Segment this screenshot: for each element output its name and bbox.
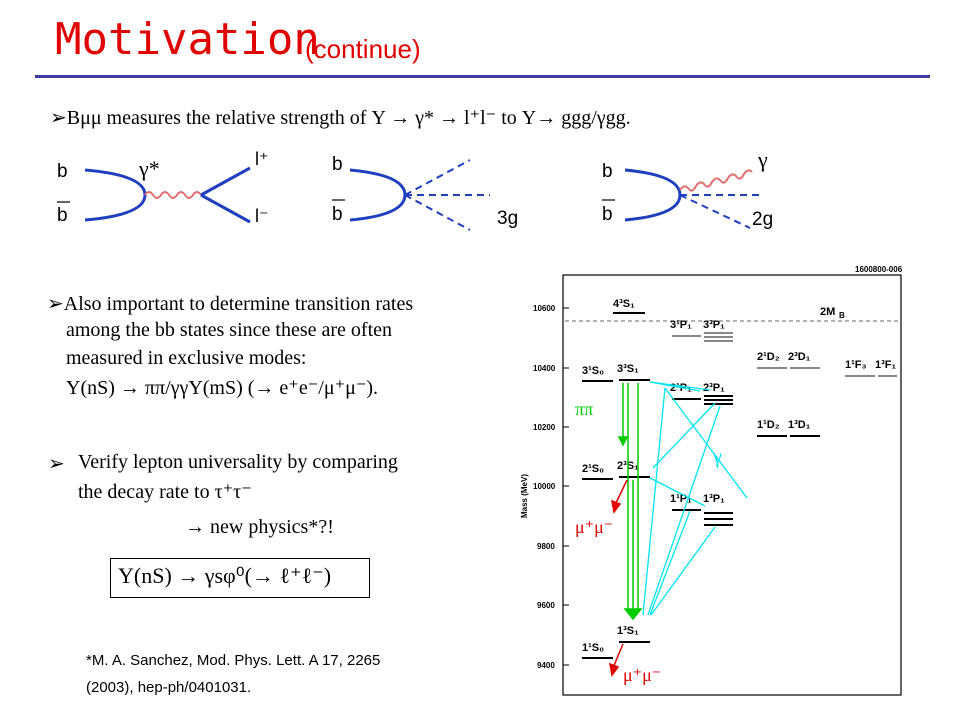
quark-line	[84, 168, 147, 222]
state-label: 3³P₁	[703, 319, 725, 331]
diagram-frame	[562, 274, 902, 696]
pipi-arrowhead	[623, 608, 643, 621]
bullet-transition-rates-line: measured in exclusive modes:	[66, 347, 307, 369]
state-label: 1¹S₀	[582, 642, 604, 654]
state-label: 2¹D₂	[757, 351, 780, 363]
energy-levels	[582, 312, 897, 659]
y-tick-label: 10200	[533, 423, 556, 432]
threshold-label: 2M	[820, 306, 835, 318]
gamma-transitions	[642, 381, 748, 616]
feynman-diagrams: b b γ* l⁺ l⁻ b b 3g b b γ 2g	[57, 147, 773, 231]
feynman-diagram-lepton: b b γ* l⁺ l⁻	[57, 149, 269, 226]
mumu-decays	[609, 479, 628, 677]
state-label: 1³S₁	[617, 625, 639, 637]
bullet-bmumu: ➢Bμμ measures the relative strength of Υ…	[50, 107, 631, 129]
state-label: 3¹P₁	[670, 319, 692, 331]
pipi-label: ππ	[575, 399, 593, 419]
gamma-arrow	[647, 405, 721, 616]
bullet-lepton-universality-line: the decay rate to τ⁺τ⁻	[78, 481, 252, 503]
new-physics-note: → new physics*?!	[185, 516, 334, 538]
state-label: 2¹S₀	[582, 463, 604, 475]
y-tick-label: 9800	[537, 542, 555, 551]
photon-line	[144, 191, 202, 199]
feynman-diagram-2g: b b γ 2g	[602, 147, 773, 230]
gamma-arrow	[642, 387, 666, 616]
quark-line	[624, 168, 682, 222]
gluon-line	[404, 194, 471, 231]
state-label: 1¹F₃	[845, 359, 867, 371]
gluon-line	[679, 194, 751, 229]
photon-label: γ	[757, 147, 768, 172]
virtual-photon-label: γ*	[138, 156, 160, 181]
state-label: 1³P₁	[703, 493, 725, 505]
mumu-arrow	[614, 479, 628, 506]
equation: Υ(nS) → γsφ⁰(→ ℓ⁺ℓ⁻)	[118, 563, 332, 588]
equation-box	[110, 558, 370, 598]
y-tick-label: 10000	[533, 482, 556, 491]
mumu-label: μ⁺μ⁻	[575, 517, 613, 537]
title-divider	[35, 75, 930, 78]
two-gluon-label: 2g	[752, 209, 773, 230]
diagram-code: 1600800-006	[855, 265, 903, 274]
quark-line	[349, 168, 407, 222]
state-label: 1¹D₂	[757, 419, 780, 431]
bullet-transition-modes: Υ(nS) → ππ/γγΥ(mS) (→ e⁺e⁻/μ⁺μ⁻).	[66, 377, 379, 399]
y-tick-label: 9400	[537, 661, 555, 670]
bullet-marker: ➢	[48, 453, 65, 475]
gamma-arrow	[649, 477, 706, 507]
quark-label-b: b	[332, 154, 343, 175]
page-title: Motivation	[55, 14, 320, 65]
lepton-minus-label: l⁻	[255, 206, 269, 226]
lepton-plus-label: l⁺	[255, 149, 269, 169]
y-tick-label: 10600	[533, 304, 556, 313]
antiquark-label-b: b	[57, 205, 68, 226]
bullet-transition-rates: ➢Also important to determine transition …	[47, 293, 414, 315]
antiquark-label-b: b	[332, 204, 343, 225]
state-label: 1³D₁	[788, 419, 811, 431]
gamma-arrow	[664, 387, 748, 499]
gluon-line	[404, 159, 471, 196]
state-label: 3¹S₀	[582, 365, 604, 377]
antiquark-label-b: b	[602, 204, 613, 225]
mumu-arrowhead	[609, 662, 620, 677]
gamma-arrow	[650, 526, 716, 616]
gamma-label: γ	[712, 446, 722, 468]
bullet-lepton-universality: Verify lepton universality by comparing	[78, 451, 398, 473]
state-label: 1³F₁	[875, 359, 897, 371]
quark-label-b: b	[57, 161, 68, 182]
photon-line	[679, 169, 753, 192]
mumu-arrowhead	[611, 499, 622, 514]
pipi-arrowhead	[617, 436, 629, 447]
state-label: 2³P₁	[703, 382, 725, 394]
mumu-arrow	[612, 643, 624, 669]
y-axis: 10600 10400 10200 10000 9800 9600 9400 M…	[520, 304, 569, 670]
gamma-arrow	[649, 510, 691, 616]
state-label: 3³S₁	[617, 363, 639, 375]
threshold-subscript: B	[839, 311, 845, 320]
y-tick-label: 9600	[537, 601, 555, 610]
bottomonium-level-diagram: 1600800-006 10600 10400 10200 10000 9800…	[520, 265, 903, 696]
reference-line: (2003), hep-ph/0401031.	[86, 679, 252, 696]
page-subtitle: (continue)	[305, 34, 421, 64]
state-label: 2³D₁	[788, 351, 811, 363]
mumu-label: μ⁺μ⁻	[623, 665, 661, 685]
y-tick-label: 10400	[533, 364, 556, 373]
reference-line: *M. A. Sanchez, Mod. Phys. Lett. A 17, 2…	[86, 652, 381, 669]
state-labels: 4³S₁ 3¹P₁ 3³P₁ 2¹D₂ 2³D₁ 1¹F₃ 1³F₁ 3¹S₀ …	[582, 298, 897, 654]
gamma-arrow	[649, 381, 701, 392]
bullet-transition-rates-line: among the bb states since these are ofte…	[66, 319, 392, 341]
quark-label-b: b	[602, 161, 613, 182]
y-axis-label: Mass (MeV)	[520, 474, 529, 518]
gamma-arrow	[652, 402, 716, 469]
three-gluon-label: 3g	[497, 208, 518, 229]
pipi-transitions	[617, 383, 643, 621]
lepton-line-minus	[200, 193, 251, 224]
feynman-diagram-3g: b b 3g	[332, 154, 518, 231]
lepton-line-plus	[200, 166, 251, 197]
state-label: 4³S₁	[613, 298, 635, 310]
